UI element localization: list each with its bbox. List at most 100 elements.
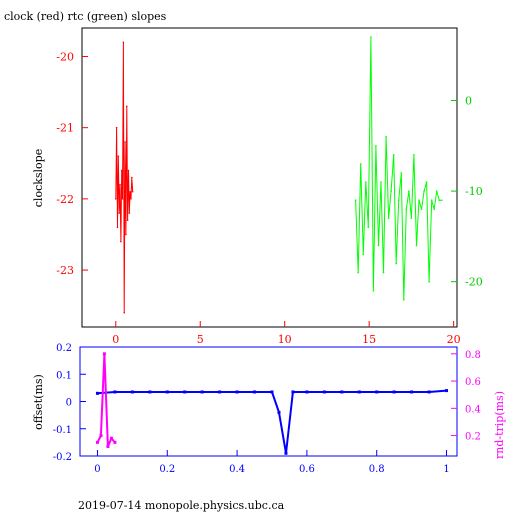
data-point-rtc [418,199,420,201]
data-point-rtc [370,36,372,38]
left-tick-label: 0 [66,398,72,409]
data-point-rtc [440,199,443,201]
data-point-rtc [400,172,403,174]
data-point-offset [340,390,344,394]
bottom-series-layer [95,352,449,455]
data-point-clock [120,169,123,172]
data-point-offset [148,390,152,394]
bottom-x-axis: 0 0.2 0.4 0.6 0.8 1 [94,450,450,475]
right-tick-label: 0 [465,94,472,107]
data-point-rtc [420,208,423,211]
left-tick-label: -0.1 [53,425,72,436]
data-point-offset [291,390,295,394]
data-point-rtc [377,244,380,247]
data-point-rnd-trip [109,436,113,440]
data-point-rnd-trip [102,352,106,356]
bottom-right-axis-label: rnd-trip(ms) [493,391,506,459]
x-tick-label: 1 [443,464,449,475]
data-point-rtc [413,154,415,156]
data-point-clock [127,169,130,172]
top-plot-frame [81,27,458,328]
data-point-clock [115,126,118,129]
right-tick-label: 0.2 [465,432,481,443]
data-point-rtc [354,199,357,201]
data-point-offset [218,390,222,394]
bottom-panel: offset(ms) rnd-trip(ms) 0.20.10-0.1-0.2 … [32,343,506,475]
data-point-clock [129,190,131,193]
x-tick-label: 0 [112,333,119,346]
data-point-rtc [430,199,433,201]
data-point-offset [95,391,99,395]
right-tick-label: 0.6 [465,377,481,388]
data-point-offset [270,390,274,394]
data-point-clock [118,212,120,214]
top-series-layer [114,36,443,314]
data-point-clock [131,176,133,179]
data-point-offset [113,390,117,394]
data-point-offset [427,390,431,394]
data-point-rtc [362,253,365,256]
x-tick-label: 15 [362,333,376,346]
data-point-rtc [397,199,400,201]
left-tick-label: 0.1 [56,370,72,381]
data-point-rtc [367,226,370,229]
left-tick-label: -0.2 [53,452,72,463]
data-point-offset [322,390,326,394]
data-point-offset [445,389,449,393]
data-point-offset [284,451,288,455]
left-tick-label: 0.2 [56,343,72,354]
data-point-rtc [402,299,405,301]
x-tick-label: 0.4 [229,464,245,475]
x-tick-label: 0.6 [299,464,315,475]
data-point-rtc [375,144,377,147]
data-point-offset [165,390,169,394]
data-point-offset [183,390,187,394]
data-point-clock [117,155,120,157]
bottom-right-axis: 0.8 0.6 0.4 0.2 [451,350,481,443]
footer-text: 2019-07-14 monopole.physics.ubc.ca [78,499,285,512]
data-point-offset [235,390,239,394]
data-point-rtc [380,181,382,183]
data-point-clock [130,198,132,200]
data-point-rtc [372,289,375,292]
x-tick-label: 10 [278,333,292,346]
chart-title: clock (red) rtc (green) slopes [4,10,167,23]
data-point-clock [114,198,117,200]
data-point-rnd-trip [99,434,103,438]
data-point-offset [130,390,134,394]
data-point-rtc [382,271,385,274]
data-point-offset [277,410,281,414]
data-point-clock [120,240,122,243]
left-tick-label: -20 [56,50,74,63]
right-tick-label: -10 [465,185,483,198]
data-point-rtc [392,154,395,156]
right-tick-label: 0.8 [465,350,481,361]
data-point-rtc [428,280,430,283]
data-point-rtc [415,244,418,247]
top-y-axis-label: clockslope [32,149,45,207]
data-point-rtc [405,208,408,211]
data-point-offset [357,390,361,394]
data-point-clock [131,190,134,193]
data-point-clock [126,219,129,222]
data-point-rtc [395,262,397,265]
top-panel: clockslope -20 -21 -22 -23 0 -10 -20 0 5 10 15 20 [32,27,483,346]
right-tick-label: 0.4 [465,404,481,415]
data-point-rtc [359,163,362,165]
data-point-rtc [357,271,359,274]
left-tick-label: -21 [56,122,74,135]
data-point-clock [124,141,126,143]
data-point-rnd-trip [113,440,117,444]
top-left-axis: -20 -21 -22 -23 [56,50,88,277]
left-tick-label: -22 [56,193,74,206]
data-point-rtc [433,208,435,211]
data-point-rtc [435,190,438,192]
x-tick-label: 5 [197,333,204,346]
data-point-rtc [410,217,413,220]
data-point-clock [122,41,125,44]
data-point-rnd-trip [95,440,99,444]
top-right-axis: 0 -10 -20 [451,94,483,289]
data-point-offset [253,390,257,394]
left-tick-label: -23 [56,264,74,277]
top-x-axis: 0 5 10 15 20 [112,321,461,346]
